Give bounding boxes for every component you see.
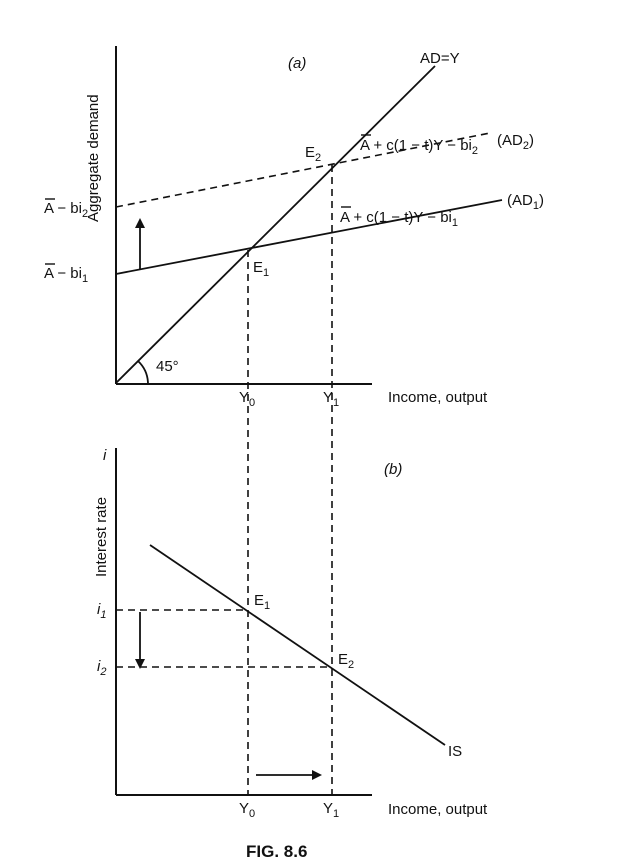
tick-i1: i1 (97, 601, 106, 621)
panel-b-tick-y1: Y1 (323, 800, 339, 820)
figure-caption: FIG. 8.6 (246, 842, 307, 861)
panel-b-point-e2: E2 (338, 651, 354, 671)
intercept-lower-sub: 1 (82, 273, 88, 285)
panel-b-point-e1: E1 (254, 592, 270, 612)
panel-a-point-e1: E1 (253, 259, 269, 279)
panel-b-x-axis-label: Income, output (388, 801, 488, 818)
panel-a-tick-y0: Y0 (239, 389, 255, 409)
is-curve-label: IS (448, 743, 462, 760)
panel-b-tick-y0: Y0 (239, 800, 255, 820)
panel-a-y-axis-label: Aggregate demand (85, 94, 102, 222)
intercept-lower-label: A − bi1 (44, 265, 88, 285)
panel-a-tick-y1: Y1 (323, 389, 339, 409)
intercept-upper-label: A − bi2 (44, 200, 88, 220)
ad1-equation: A + c(1 − t)Y − bi1 (340, 209, 458, 229)
is-curve (149, 544, 446, 746)
intercept-upper-base: A − bi (44, 200, 82, 217)
ad2-equation: A + c(1 − t)Y − bi2 (360, 137, 478, 157)
tick-i2: i2 (97, 658, 106, 678)
angle-arc (137, 360, 149, 385)
ad2-line (115, 132, 491, 208)
panel-b-y-axis-symbol: i (103, 447, 107, 464)
panel-a-tag: (a) (288, 55, 306, 72)
intercept-lower-base: A − bi (44, 265, 82, 282)
panel-b: i Interest rate Income, output (b) IS i1… (93, 447, 488, 820)
angle-label: 45° (156, 358, 179, 375)
ad2-name: (AD2) (497, 132, 534, 152)
panel-a: Aggregate demand Income, output (a) AD=Y… (44, 46, 544, 409)
panel-b-y-axis-label: Interest rate (93, 497, 110, 577)
intercept-upper-sub: 2 (82, 208, 88, 220)
ad1-name: (AD1) (507, 192, 544, 212)
line-45-degree (115, 65, 436, 384)
panel-a-point-e2: E2 (305, 144, 321, 164)
line-45-label: AD=Y (420, 50, 460, 67)
ad1-line (115, 199, 503, 275)
panel-a-x-axis-label: Income, output (388, 389, 488, 406)
panel-b-tag: (b) (384, 461, 402, 478)
